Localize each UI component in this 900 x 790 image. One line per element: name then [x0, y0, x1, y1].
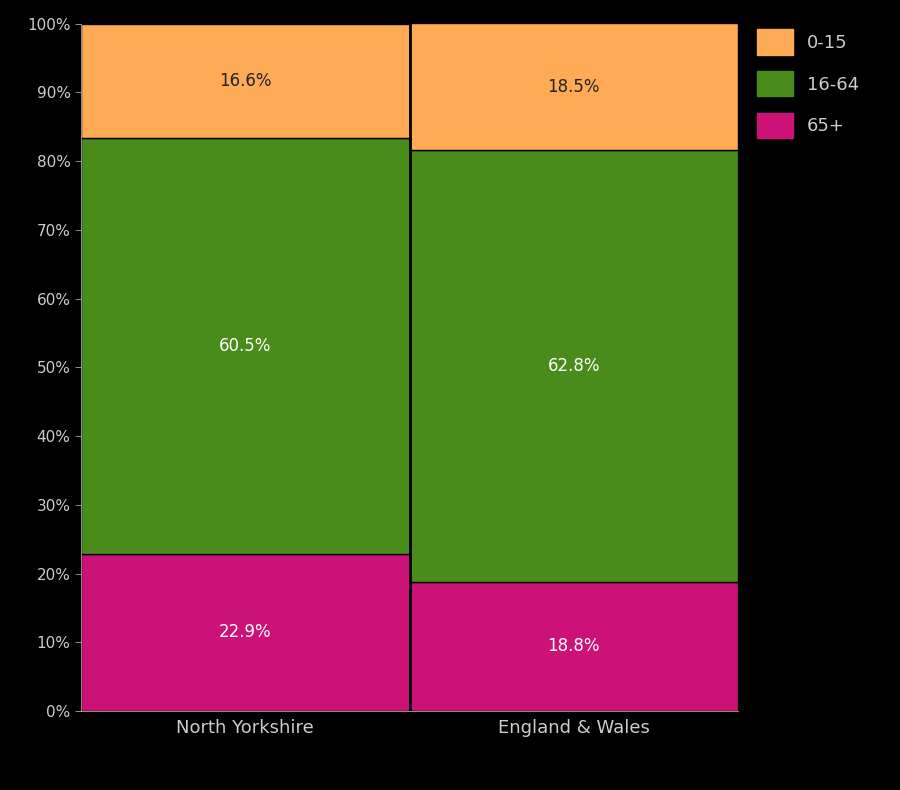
- Bar: [410, 581, 738, 711]
- Text: 22.9%: 22.9%: [219, 623, 272, 641]
- Bar: [81, 554, 410, 711]
- Text: 60.5%: 60.5%: [219, 337, 272, 355]
- Legend: 0-15, 16-64, 65+: 0-15, 16-64, 65+: [752, 24, 865, 144]
- Bar: [81, 137, 410, 554]
- Bar: [410, 150, 738, 581]
- Text: 62.8%: 62.8%: [547, 357, 600, 375]
- Bar: [410, 23, 738, 150]
- Text: 18.8%: 18.8%: [547, 638, 600, 656]
- Bar: [81, 24, 410, 137]
- Text: 18.5%: 18.5%: [547, 77, 600, 96]
- Text: 16.6%: 16.6%: [219, 72, 272, 90]
